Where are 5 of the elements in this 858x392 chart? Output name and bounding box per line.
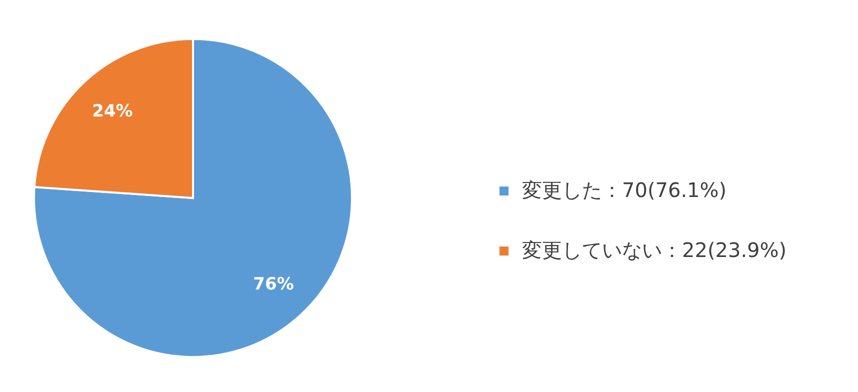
data-label: 24% [92,102,133,122]
data-label: 76% [253,274,294,294]
pie-slice [33,38,353,358]
legend-label: 変更した：70(76.1%) [522,178,727,202]
legend-label: 変更していない：22(23.9%) [522,238,787,262]
